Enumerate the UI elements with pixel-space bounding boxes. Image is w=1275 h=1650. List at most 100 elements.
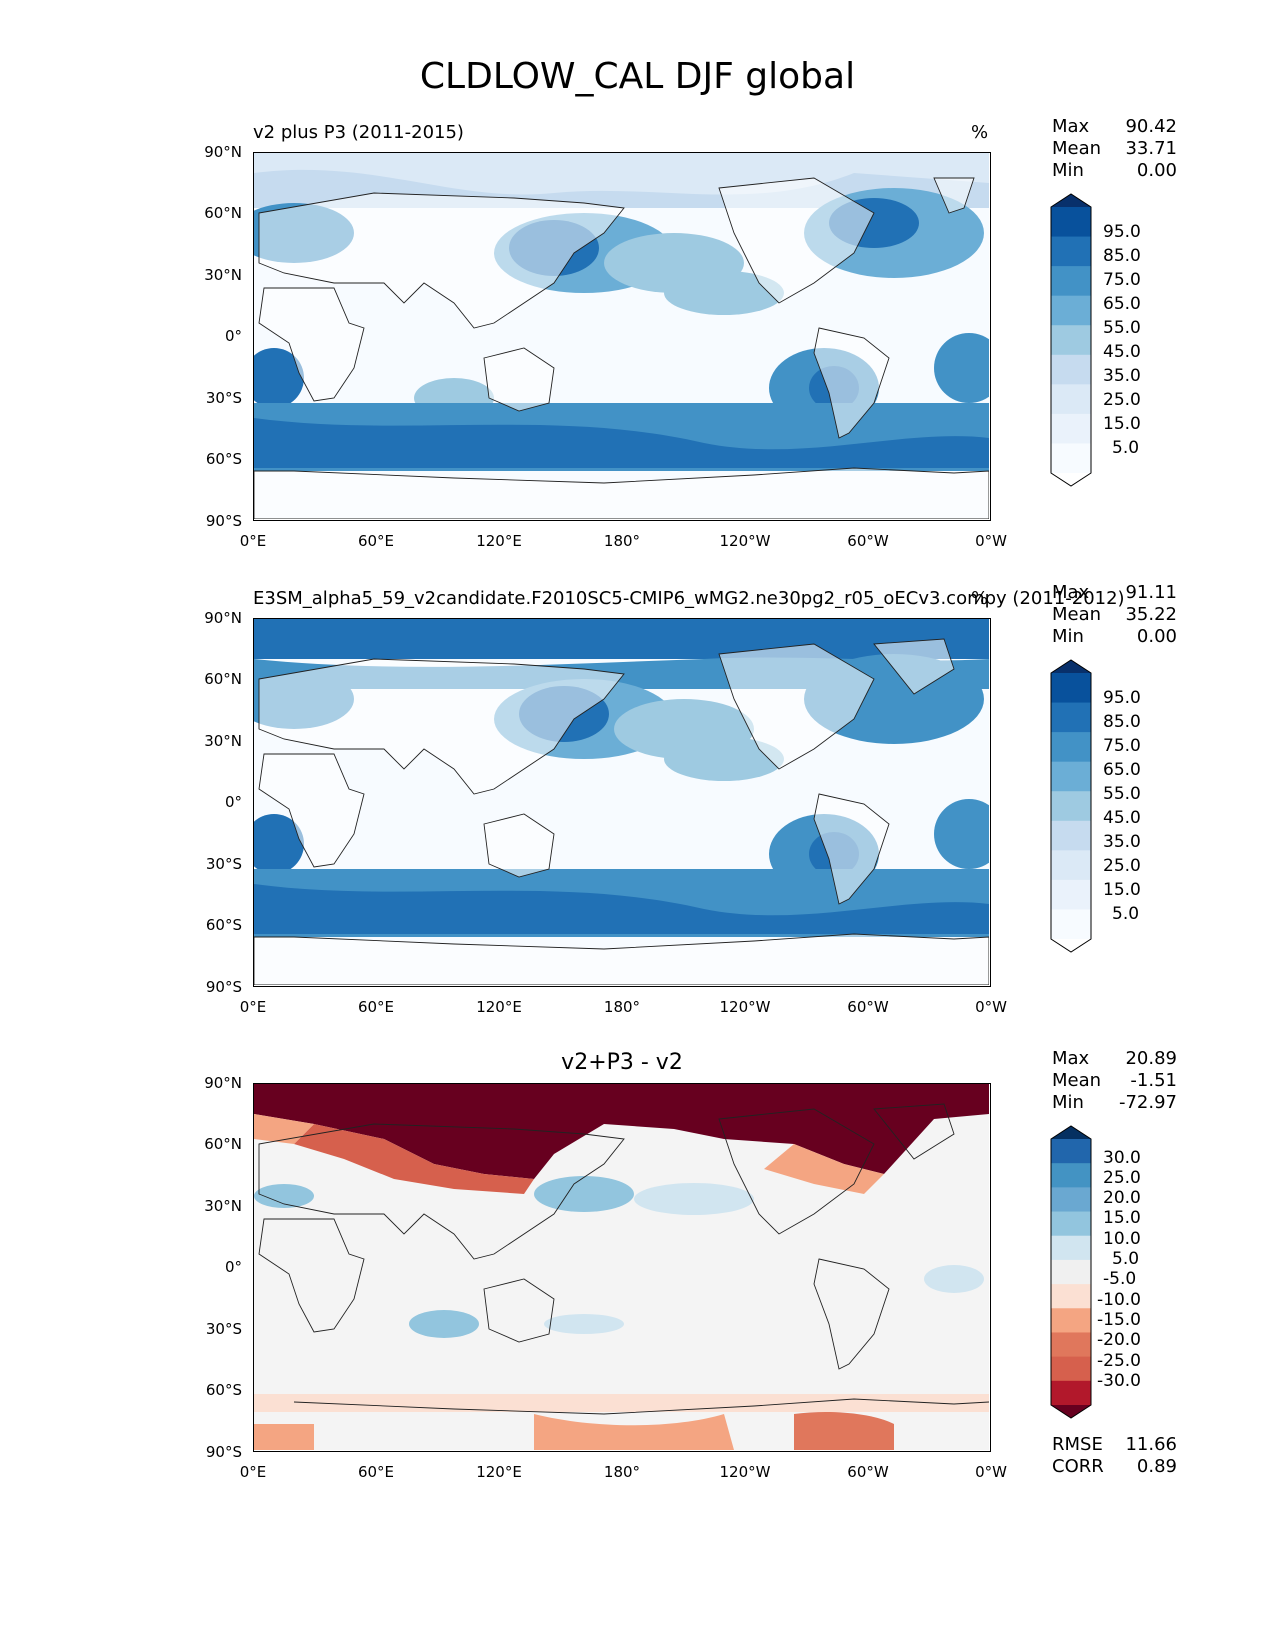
lon-tick: 180° — [603, 1463, 641, 1481]
stat-max-label: Max — [1052, 582, 1090, 603]
colorbar-swatch — [1051, 1380, 1091, 1406]
lat-tick: 90°N — [204, 609, 242, 627]
stat-min-label: Min — [1052, 1092, 1084, 1113]
lat-tick: 90°S — [205, 512, 242, 530]
stat-max-label: Max — [1052, 1048, 1090, 1069]
lat-tick: 90°S — [205, 1443, 242, 1461]
panel-title-center: v2+P3 - v2 — [561, 1050, 683, 1075]
lat-tick: 60°N — [204, 670, 242, 688]
panel-units: % — [971, 122, 989, 143]
stat-mean-label: Mean — [1052, 1070, 1102, 1091]
colorbar-swatch — [1051, 1332, 1091, 1358]
colorbar-label: 45.0 — [1103, 342, 1141, 362]
stat-mean-value: 35.22 — [1125, 604, 1177, 625]
colorbar-label: 25.0 — [1103, 390, 1141, 410]
colorbar-label: 25.0 — [1103, 856, 1141, 876]
stat-max-value: 90.42 — [1125, 116, 1177, 137]
lon-tick: 120°W — [719, 998, 771, 1016]
stat-max-value: 91.11 — [1125, 582, 1177, 603]
colorbar-label: 35.0 — [1103, 366, 1141, 386]
colorbar-swatch — [1051, 1163, 1091, 1188]
colorbar-label: 15.0 — [1103, 880, 1141, 900]
lat-tick: 60°N — [204, 1135, 242, 1153]
stat-mean-label: Mean — [1052, 138, 1102, 159]
colorbar-label: 20.0 — [1103, 1188, 1141, 1208]
lat-tick: 60°N — [204, 204, 242, 222]
metric-rmse-label: RMSE — [1052, 1434, 1103, 1455]
colorbar-label: -15.0 — [1097, 1310, 1141, 1330]
colorbar-swatch — [1051, 1235, 1091, 1261]
stat-max-label: Max — [1052, 116, 1090, 137]
lon-tick: 120°E — [476, 998, 522, 1016]
lon-tick: 0°E — [239, 1463, 267, 1481]
colorbar-swatch — [1051, 1139, 1091, 1164]
lon-tick: 60°E — [357, 998, 395, 1016]
colorbar-label: 45.0 — [1103, 808, 1141, 828]
colorbar-swatch — [1051, 236, 1091, 267]
stat-min-label: Min — [1052, 626, 1084, 647]
lat-tick: 90°N — [204, 143, 242, 161]
colorbar-label: 95.0 — [1103, 222, 1141, 242]
stat-min-value: -72.97 — [1118, 1092, 1177, 1113]
lon-tick: 120°W — [719, 1463, 771, 1481]
lon-tick: 0°W — [975, 532, 1007, 550]
map-difference — [253, 1083, 991, 1452]
colorbar-label: 5.0 — [1112, 438, 1140, 458]
colorbar-label: 65.0 — [1103, 760, 1141, 780]
lon-tick: 120°W — [719, 532, 771, 550]
lon-tick: 60°E — [357, 1463, 395, 1481]
colorbar-label: 75.0 — [1103, 270, 1141, 290]
colorbar-swatch — [1051, 384, 1091, 415]
colorbar-extend-max — [1051, 660, 1091, 673]
colorbar-swatch — [1051, 673, 1091, 704]
colorbar-label: 30.0 — [1103, 1148, 1141, 1168]
stat-min-label: Min — [1052, 160, 1084, 181]
metric-corr-value: 0.89 — [1136, 1456, 1177, 1477]
metric-corr-label: CORR — [1052, 1456, 1104, 1477]
colorbar-swatch — [1051, 1259, 1091, 1285]
lon-tick: 120°E — [476, 532, 522, 550]
colorbar-swatch — [1051, 266, 1091, 297]
colorbar-swatch — [1051, 1356, 1091, 1382]
lon-tick: 0°E — [239, 532, 267, 550]
colorbar-extend-max — [1051, 194, 1091, 207]
lon-tick: 60°W — [847, 998, 889, 1016]
colorbar-label: 15.0 — [1103, 1208, 1141, 1228]
lat-tick: 30°N — [204, 1197, 242, 1215]
metric-rmse-value: 11.66 — [1125, 1434, 1177, 1455]
colorbar-label: 65.0 — [1103, 294, 1141, 314]
colorbar-swatch — [1051, 207, 1091, 238]
panel-title-left: E3SM_alpha5_59_v2candidate.F2010SC5-CMIP… — [253, 588, 1125, 609]
colorbar-reference — [1050, 659, 1092, 953]
colorbar-label: 5.0 — [1112, 904, 1140, 924]
colorbar-label: -30.0 — [1097, 1371, 1141, 1391]
stat-mean-value: 33.71 — [1125, 138, 1177, 159]
colorbar-swatch — [1051, 761, 1091, 792]
colorbar-label: 85.0 — [1103, 712, 1141, 732]
lon-tick: 180° — [603, 532, 641, 550]
lat-tick: 30°N — [204, 732, 242, 750]
lon-tick: 60°W — [847, 1463, 889, 1481]
colorbar-swatch — [1051, 702, 1091, 733]
lat-tick: 30°N — [204, 266, 242, 284]
colorbar-label: 85.0 — [1103, 246, 1141, 266]
colorbar-extend-min — [1051, 939, 1091, 952]
lat-tick: 30°S — [205, 855, 242, 873]
lat-tick: 90°N — [204, 1074, 242, 1092]
colorbar-label: 25.0 — [1103, 1168, 1141, 1188]
colorbar-swatch — [1051, 1284, 1091, 1309]
colorbar-swatch — [1051, 1211, 1091, 1237]
lat-tick: 30°S — [205, 389, 242, 407]
colorbar-swatch — [1051, 820, 1091, 851]
colorbar-label: 35.0 — [1103, 832, 1141, 852]
lat-tick: 60°S — [205, 916, 242, 934]
colorbar-swatch — [1051, 1308, 1091, 1333]
colorbar-swatch — [1051, 879, 1091, 910]
colorbar-swatch — [1051, 443, 1091, 474]
figure-title: CLDLOW_CAL DJF global — [419, 56, 856, 97]
lon-tick: 180° — [603, 998, 641, 1016]
colorbar-swatch — [1051, 413, 1091, 444]
lon-tick: 60°E — [357, 532, 395, 550]
colorbar-swatch — [1051, 325, 1091, 356]
stat-min-value: 0.00 — [1136, 626, 1177, 647]
